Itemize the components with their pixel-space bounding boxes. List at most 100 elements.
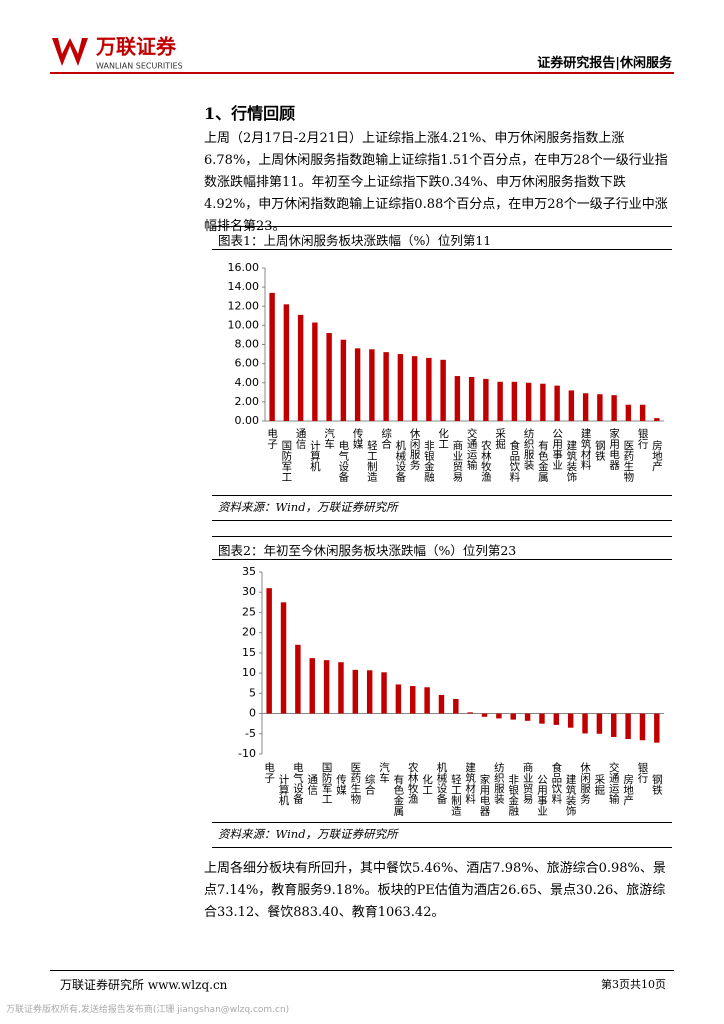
y-tick-label: 15: [242, 646, 256, 659]
rule: [212, 249, 672, 250]
x-tick-label: 钢铁: [594, 439, 606, 462]
x-tick-label: 家用电器: [608, 427, 620, 471]
bar: [554, 385, 560, 421]
y-tick-label: 12.00: [228, 299, 260, 312]
bar: [625, 713, 631, 740]
paragraph: 上周（2月17日-2月21日）上证综指上涨4.21%、申万休闲服务指数上涨6.7…: [204, 131, 668, 234]
x-tick-label: 建筑材料: [464, 761, 476, 805]
x-tick-label: 纺织服装: [523, 427, 535, 471]
bar: [426, 357, 432, 421]
bar: [511, 381, 518, 421]
logo-en: WANLIAN SECURITIES: [96, 62, 183, 71]
bar: [553, 713, 560, 725]
x-tick-label: 非银金融: [423, 440, 435, 483]
x-tick-label: 机械设备: [435, 761, 447, 805]
y-tick-label: 10.00: [228, 318, 260, 331]
x-tick-label: 电子: [263, 761, 275, 783]
bar: [297, 314, 304, 421]
y-tick-label: 30: [242, 585, 256, 598]
x-tick-label: 公用事业: [551, 428, 563, 470]
logo-mark: [52, 38, 88, 66]
x-tick-label: 轻工制造: [366, 439, 378, 482]
y-tick-label: 25: [242, 605, 256, 618]
footer-left: 万联证券研究所 www.wlzq.cn: [60, 978, 228, 992]
x-tick-label: 国防军工: [321, 762, 333, 804]
bar: [340, 339, 347, 421]
x-tick-label: 建筑材料: [580, 427, 592, 471]
x-tick-label: 食品饮料: [550, 761, 562, 805]
x-tick-label: 化工: [421, 773, 433, 795]
bar: [283, 304, 290, 421]
y-tick-label: 10: [242, 666, 256, 679]
x-tick-label: 医药生物: [622, 440, 634, 483]
bar: [611, 395, 617, 421]
rule: [212, 847, 672, 848]
x-tick-label: 休闲服务: [409, 428, 421, 471]
figure-caption: 图表1：上周休闲服务板块涨跌幅（%）位列第11: [218, 233, 492, 248]
bar: [510, 713, 516, 720]
bar: [540, 383, 546, 421]
rule: [212, 559, 672, 560]
bar: [582, 713, 588, 734]
y-tick-label: 2.00: [235, 395, 260, 408]
bar: [295, 644, 301, 714]
y-tick-label: 14.00: [228, 280, 260, 293]
bar: [568, 390, 575, 421]
x-tick-label: 非银金融: [507, 774, 519, 817]
x-tick-label: 农林牧渔: [407, 761, 419, 805]
bar: [611, 713, 617, 738]
bar: [639, 713, 646, 741]
bar: [395, 684, 402, 714]
x-tick-label: 食品饮料: [508, 439, 520, 483]
footer-rule: [50, 970, 674, 971]
x-tick-label: 银行: [636, 761, 648, 784]
x-tick-label: 计算机: [278, 773, 290, 806]
header-rule: [50, 72, 674, 74]
x-tick-label: 化工: [437, 427, 449, 449]
bar: [438, 694, 445, 714]
x-tick-label: 建筑装饰: [565, 773, 577, 817]
bar: [597, 394, 603, 421]
figure-caption: 图表2：年初至今休闲服务板块涨跌幅（%）位列第23: [218, 543, 517, 558]
bar: [596, 713, 603, 734]
bar: [497, 381, 503, 421]
x-tick-label: 采掘: [593, 774, 605, 796]
bar: [424, 687, 430, 714]
bar: [467, 712, 473, 714]
bar: [582, 393, 589, 421]
bar: [381, 672, 387, 714]
x-tick-label: 轻工制造: [450, 773, 462, 816]
y-tick-label: 35: [242, 565, 256, 578]
bar: [411, 356, 418, 421]
bar: [468, 377, 475, 421]
x-tick-label: 房地产: [651, 439, 663, 472]
x-tick-label: 汽车: [378, 761, 390, 784]
bar: [539, 713, 545, 724]
x-tick-label: 银行: [637, 427, 649, 450]
x-tick-label: 农林牧渔: [480, 439, 492, 483]
x-tick-label: 有色金属: [537, 439, 549, 483]
y-tick-label: -5: [245, 727, 256, 740]
x-tick-label: 电子: [266, 427, 278, 449]
header-right: 证券研究报告|休闲服务: [537, 56, 672, 71]
section-title: 1、行情回顾: [204, 104, 296, 123]
rule: [212, 520, 672, 521]
logo-name: 万联证券: [95, 35, 177, 59]
x-tick-label: 计算机: [309, 439, 321, 472]
x-tick-label: 交通运输: [608, 761, 620, 805]
x-tick-label: 汽车: [323, 427, 335, 450]
source: 资料来源：Wind，万联证券研究所: [218, 827, 398, 841]
bar: [483, 378, 489, 421]
x-tick-label: 传媒: [335, 774, 347, 796]
y-tick-label: 20: [242, 626, 256, 639]
copyright-notice: 万联证券版权所有,发送给报告发布商(江珊 jiangshan@wlzq.com.…: [6, 1005, 290, 1015]
y-tick-label: 0: [249, 707, 256, 720]
x-tick-label: 国防军工: [280, 440, 292, 482]
bar: [354, 348, 361, 421]
rule: [212, 822, 672, 823]
paragraph: 上周各细分板块有所回升，其中餐饮5.46%、酒店7.98%、旅游综合0.98%、…: [204, 861, 666, 920]
x-tick-label: 综合: [364, 773, 376, 796]
x-tick-label: 钢铁: [651, 773, 663, 796]
